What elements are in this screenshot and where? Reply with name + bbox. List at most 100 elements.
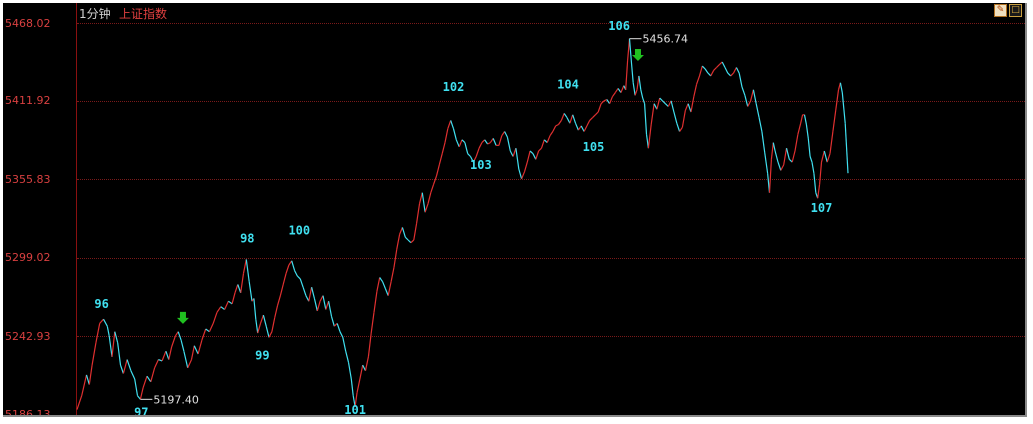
price-line-segment — [201, 328, 207, 341]
price-line-segment — [774, 150, 779, 163]
price-line-segment — [829, 131, 834, 154]
price-line-segment — [356, 378, 361, 394]
price-line-segment — [670, 100, 675, 113]
price-line-segment — [772, 142, 776, 152]
price-line-segment — [730, 72, 734, 77]
wave-count-label: 96 — [94, 297, 108, 311]
price-line-segment — [552, 125, 557, 132]
price-line-segment — [718, 61, 723, 66]
price-line-segment — [410, 239, 415, 244]
price-line-segment — [237, 284, 242, 293]
price-line-segment — [146, 375, 152, 383]
price-line-segment — [311, 287, 315, 299]
price-line-segment — [452, 128, 457, 140]
y-tick-label: 5411.92 — [5, 94, 51, 107]
price-line-segment — [704, 68, 709, 74]
price-line-segment — [681, 110, 686, 128]
price-line-segment — [563, 113, 568, 118]
price-marker-label: 5456.74 — [642, 33, 688, 46]
price-line-segment — [797, 123, 802, 135]
price-line-segment — [750, 89, 754, 102]
price-line-segment — [549, 131, 554, 137]
price-line-segment — [640, 89, 644, 99]
grid-line — [77, 23, 1025, 24]
price-line-segment — [102, 318, 108, 327]
price-line-segment — [630, 61, 634, 83]
price-line-segment — [696, 75, 701, 85]
price-line-segment — [625, 60, 629, 90]
price-line-segment — [724, 67, 729, 74]
price-line-segment — [620, 85, 625, 93]
price-line-segment — [586, 120, 591, 127]
price-line-segment — [345, 351, 350, 363]
down-arrow-icon — [176, 311, 189, 324]
price-line-segment — [662, 100, 666, 105]
price-line-segment — [603, 98, 608, 102]
price-line-segment — [627, 38, 631, 61]
price-line-segment — [546, 135, 551, 143]
y-tick-label: 5242.93 — [5, 330, 51, 343]
price-line-segment — [489, 138, 494, 143]
price-line-segment — [279, 284, 284, 296]
price-line-segment — [820, 150, 825, 163]
wave-count-label: 107 — [811, 201, 833, 215]
price-line-segment — [404, 236, 409, 241]
price-line-segment — [676, 123, 681, 132]
grid-line — [77, 258, 1025, 259]
price-line-segment — [758, 117, 763, 132]
price-line-segment — [413, 223, 418, 241]
price-line-segment — [755, 103, 760, 118]
price-chart: 5197.40 5456.74 96 97 98 99 100 101 102 103 104 105… — [76, 19, 849, 415]
price-line-segment — [504, 131, 508, 138]
price-line-segment — [171, 335, 176, 348]
price-line-segment — [673, 111, 678, 124]
price-line-segment — [687, 103, 692, 113]
price-line-segment — [543, 139, 548, 144]
price-line-segment — [523, 161, 528, 172]
tool-icon[interactable]: ✎ — [994, 4, 1007, 17]
wave-count-label: 104 — [557, 77, 579, 91]
price-line-segment — [336, 323, 341, 332]
price-line-segment — [450, 120, 455, 129]
price-line-segment — [137, 395, 141, 400]
price-line-segment — [636, 75, 640, 90]
price-line-segment — [826, 153, 831, 163]
price-line-segment — [122, 359, 128, 374]
price-line-segment — [212, 312, 218, 324]
price-line-segment — [382, 281, 386, 289]
price-line-segment — [492, 138, 497, 146]
price-line-segment — [401, 227, 406, 238]
price-line-segment — [716, 64, 720, 68]
price-line-segment — [467, 153, 471, 157]
price-line-segment — [174, 331, 179, 337]
price-line-segment — [424, 203, 429, 213]
price-line-segment — [418, 192, 423, 204]
price-line-segment — [328, 301, 333, 317]
price-line-segment — [461, 139, 466, 144]
price-line-segment — [165, 351, 170, 360]
price-line-segment — [634, 89, 638, 96]
price-line-segment — [803, 114, 807, 125]
price-line-segment — [433, 175, 438, 185]
price-line-segment — [744, 95, 749, 107]
price-line-segment — [364, 356, 369, 371]
price-line-segment — [664, 103, 669, 107]
price-line-segment — [430, 184, 435, 193]
price-line-segment — [259, 314, 264, 324]
price-line-segment — [376, 277, 381, 292]
price-line-segment — [248, 281, 253, 302]
price-line-segment — [257, 323, 262, 334]
price-line-segment — [638, 75, 642, 90]
price-line-segment — [108, 335, 113, 357]
wave-count-label: 98 — [240, 232, 254, 246]
price-line-segment — [583, 125, 588, 132]
price-line-segment — [632, 82, 636, 96]
price-line-segment — [245, 259, 250, 282]
period-label[interactable]: 1分钟 — [79, 7, 111, 21]
minimize-icon[interactable]: □ — [1009, 4, 1022, 17]
price-line-segment — [390, 267, 395, 282]
price-line-segment — [589, 117, 594, 121]
price-line-segment — [322, 295, 327, 310]
price-line-segment — [384, 288, 389, 296]
price-line-segment — [76, 395, 83, 410]
